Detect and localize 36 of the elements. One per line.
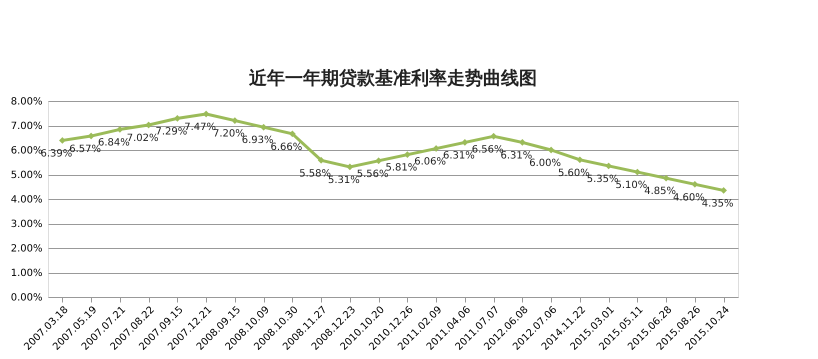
point [576, 156, 584, 164]
point [662, 174, 670, 182]
point [634, 168, 641, 176]
point [232, 117, 238, 124]
point [404, 151, 411, 158]
point [605, 162, 612, 170]
point [462, 139, 468, 146]
y-tick-label: 8.00% [10, 96, 42, 108]
point [720, 187, 727, 194]
point [519, 139, 526, 146]
y-tick-label: 2.00% [10, 244, 42, 254]
y-tick-label: 7.00% [10, 121, 42, 132]
y-tick-label: 4.00% [10, 194, 42, 206]
point [289, 130, 296, 138]
point [548, 146, 554, 154]
y-tick-label: 3.00% [10, 219, 42, 230]
point [318, 156, 324, 164]
point [88, 132, 94, 140]
data-label: 6.00% [529, 158, 562, 169]
y-tick-label: 1.00% [10, 268, 42, 279]
chart-title: 近年一年期贷款基准利率走势曲线图 [248, 68, 537, 89]
y-tick-label: 6.00% [10, 146, 42, 156]
point [375, 157, 382, 164]
point [202, 110, 210, 118]
point [260, 124, 267, 131]
point [692, 180, 698, 188]
data-label: 5.31% [328, 174, 360, 186]
y-tick-label: 0.00% [10, 292, 42, 304]
point [59, 137, 66, 144]
point [346, 164, 354, 170]
point [490, 132, 497, 140]
data-label: 4.35% [702, 198, 734, 210]
point [145, 122, 152, 128]
data-label: 6.66% [270, 142, 302, 153]
point [432, 145, 440, 152]
y-tick-label: 5.00% [10, 170, 42, 181]
